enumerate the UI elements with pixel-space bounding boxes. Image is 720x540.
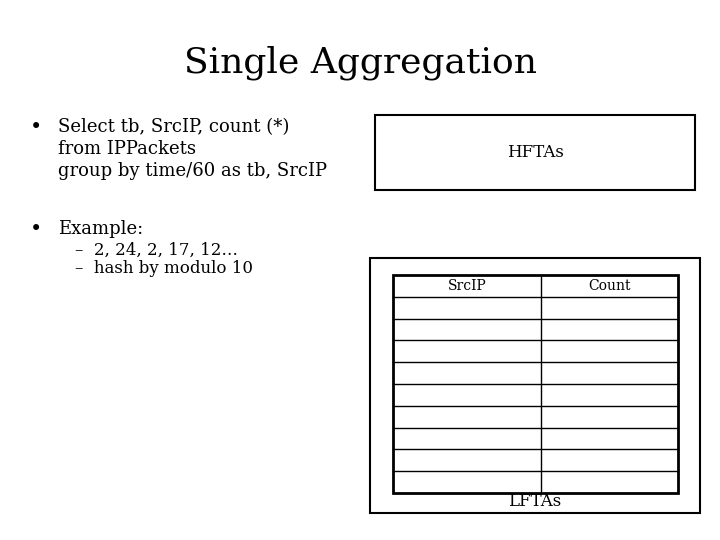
- Text: –  2, 24, 2, 17, 12…: – 2, 24, 2, 17, 12…: [75, 242, 238, 259]
- Text: from IPPackets: from IPPackets: [58, 140, 196, 158]
- Bar: [393, 275, 678, 493]
- Bar: [375, 115, 695, 190]
- Text: Single Aggregation: Single Aggregation: [184, 45, 536, 79]
- Text: Count: Count: [588, 279, 631, 293]
- Text: •: •: [30, 118, 42, 137]
- Text: group by time/60 as tb, SrcIP: group by time/60 as tb, SrcIP: [58, 162, 327, 180]
- Text: Select tb, SrcIP, count (*): Select tb, SrcIP, count (*): [58, 118, 289, 136]
- Text: •: •: [30, 220, 42, 239]
- Text: HFTAs: HFTAs: [507, 144, 564, 161]
- Text: SrcIP: SrcIP: [448, 279, 487, 293]
- Bar: [370, 258, 700, 513]
- Text: –  hash by modulo 10: – hash by modulo 10: [75, 260, 253, 277]
- Text: LFTAs: LFTAs: [508, 492, 562, 510]
- Text: Example:: Example:: [58, 220, 143, 238]
